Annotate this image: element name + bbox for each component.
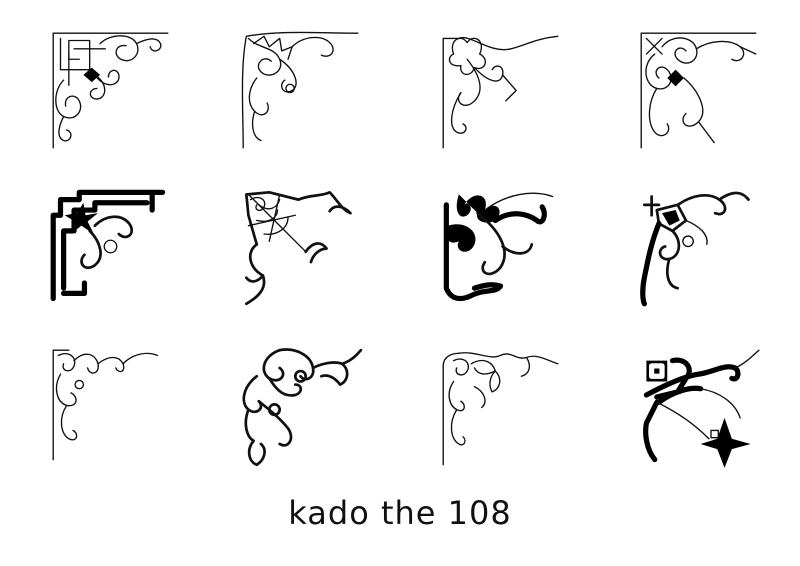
corner-ornament-celtic-spiral: [238, 345, 363, 470]
corner-ornament-fleur-scroll: [438, 184, 563, 309]
corner-ornament-flower: [438, 28, 563, 153]
corner-ornament-modern-diamond: [636, 345, 761, 470]
corner-ornament-curl-scroll: [48, 345, 173, 470]
corner-ornament-filigree: [636, 28, 761, 153]
sheet-caption: kado the 108: [288, 494, 512, 532]
corner-ornament-leafy-vine: [438, 345, 563, 470]
corner-ornament-leaf: [238, 28, 363, 153]
corner-ornament-cross-vine: [636, 184, 761, 309]
corner-ornament-knotwork: [48, 28, 173, 153]
corner-ornament-geometric-star: [48, 184, 173, 309]
corner-ornament-spiderweb: [238, 184, 363, 309]
